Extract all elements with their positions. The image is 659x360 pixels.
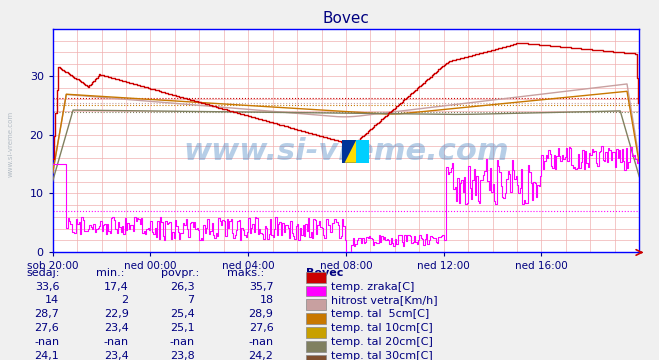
Text: Bovec: Bovec <box>306 268 344 278</box>
Text: sedaj:: sedaj: <box>26 268 60 278</box>
Text: min.:: min.: <box>96 268 124 278</box>
Text: hitrost vetra[Km/h]: hitrost vetra[Km/h] <box>331 295 438 305</box>
Text: 28,9: 28,9 <box>248 309 273 319</box>
Text: 26,3: 26,3 <box>170 282 194 292</box>
Text: 18: 18 <box>260 295 273 305</box>
Bar <box>306 355 326 360</box>
Text: -nan: -nan <box>103 337 129 347</box>
Text: 28,7: 28,7 <box>34 309 59 319</box>
Bar <box>306 285 326 296</box>
Bar <box>306 313 326 324</box>
Text: 24,1: 24,1 <box>34 351 59 360</box>
Bar <box>306 341 326 352</box>
Bar <box>306 272 326 283</box>
Text: povpr.:: povpr.: <box>161 268 200 278</box>
Text: 2: 2 <box>121 295 129 305</box>
Text: 27,6: 27,6 <box>248 323 273 333</box>
Bar <box>356 140 369 163</box>
Text: 23,8: 23,8 <box>169 351 194 360</box>
Text: temp. zraka[C]: temp. zraka[C] <box>331 282 415 292</box>
Text: 24,2: 24,2 <box>248 351 273 360</box>
Text: 33,6: 33,6 <box>35 282 59 292</box>
Text: temp. tal  5cm[C]: temp. tal 5cm[C] <box>331 309 430 319</box>
Title: Bovec: Bovec <box>322 11 370 26</box>
Text: 22,9: 22,9 <box>103 309 129 319</box>
Text: 35,7: 35,7 <box>249 282 273 292</box>
Text: maks.:: maks.: <box>227 268 265 278</box>
Text: 23,4: 23,4 <box>103 351 129 360</box>
Text: temp. tal 10cm[C]: temp. tal 10cm[C] <box>331 323 433 333</box>
Text: 14: 14 <box>45 295 59 305</box>
Text: -nan: -nan <box>34 337 59 347</box>
Bar <box>342 140 356 163</box>
Text: -nan: -nan <box>169 337 194 347</box>
Text: temp. tal 20cm[C]: temp. tal 20cm[C] <box>331 337 434 347</box>
Text: 17,4: 17,4 <box>103 282 129 292</box>
Text: www.si-vreme.com: www.si-vreme.com <box>183 137 509 166</box>
Text: temp. tal 30cm[C]: temp. tal 30cm[C] <box>331 351 433 360</box>
Text: 27,6: 27,6 <box>34 323 59 333</box>
Polygon shape <box>345 140 356 163</box>
Text: 25,4: 25,4 <box>169 309 194 319</box>
Bar <box>306 327 326 338</box>
Text: 25,1: 25,1 <box>170 323 194 333</box>
Text: 23,4: 23,4 <box>103 323 129 333</box>
Text: www.si-vreme.com: www.si-vreme.com <box>8 111 14 177</box>
Text: 7: 7 <box>187 295 194 305</box>
Bar <box>306 300 326 310</box>
Text: -nan: -nan <box>248 337 273 347</box>
